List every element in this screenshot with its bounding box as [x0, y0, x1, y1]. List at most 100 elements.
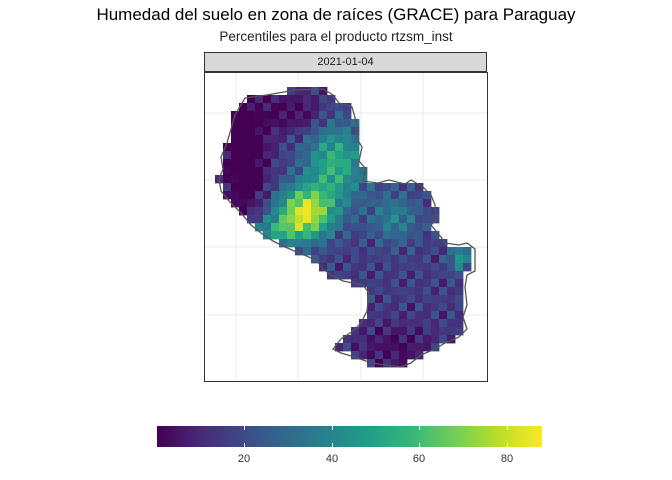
raster-cell: [367, 239, 376, 248]
raster-cell: [367, 335, 376, 344]
raster-cell: [399, 231, 408, 240]
raster-cell: [231, 175, 240, 184]
raster-cell: [303, 111, 312, 120]
raster-cell: [287, 191, 296, 200]
raster-cell: [319, 231, 328, 240]
raster-cell: [335, 119, 344, 128]
raster-cell: [383, 351, 392, 360]
map-subtitle: Percentiles para el producto rtzsm_inst: [219, 29, 453, 44]
raster-cell: [271, 103, 280, 112]
raster-cell: [439, 311, 448, 320]
raster-cell: [399, 279, 408, 288]
raster-cell: [375, 255, 384, 264]
raster-cell: [415, 271, 424, 280]
raster-cell: [367, 295, 376, 304]
raster-cell: [367, 191, 376, 200]
raster-cell: [319, 135, 328, 144]
raster-cell: [303, 143, 312, 152]
colorbar-tick-80: [507, 426, 508, 430]
raster-cell: [335, 239, 344, 248]
raster-cell: [399, 319, 408, 328]
raster-cell: [455, 327, 464, 336]
raster-cell: [247, 215, 256, 224]
raster-cell: [263, 111, 272, 120]
raster-cell: [375, 343, 384, 352]
raster-cell: [343, 159, 352, 168]
colorbar-tick-60-bottom: [419, 443, 420, 447]
raster-cell: [287, 207, 296, 216]
raster-cell: [423, 239, 432, 248]
raster-cell: [351, 223, 360, 232]
raster-cell: [367, 271, 376, 280]
raster-cell: [455, 279, 464, 288]
raster-cell: [407, 295, 416, 304]
raster-cell: [439, 255, 448, 264]
raster-cell: [423, 263, 432, 272]
colorbar-tick-40-bottom: [332, 443, 333, 447]
raster-cell: [287, 95, 296, 104]
raster-cell: [343, 255, 352, 264]
raster-cell: [415, 239, 424, 248]
raster-cell: [359, 343, 368, 352]
raster-cell: [423, 327, 432, 336]
raster-cell: [335, 231, 344, 240]
raster-cell: [447, 255, 456, 264]
raster-cell: [391, 239, 400, 248]
raster-cell: [455, 255, 464, 264]
raster-cell: [327, 247, 336, 256]
percentile-raster: [215, 87, 472, 368]
raster-cell: [279, 231, 288, 240]
raster-cell: [399, 351, 408, 360]
raster-cell: [247, 191, 256, 200]
raster-cell: [279, 183, 288, 192]
raster-cell: [343, 215, 352, 224]
raster-cell: [367, 327, 376, 336]
raster-cell: [287, 223, 296, 232]
raster-cell: [255, 143, 264, 152]
raster-cell: [359, 223, 368, 232]
raster-cell: [407, 287, 416, 296]
raster-cell: [319, 87, 328, 96]
raster-cell: [439, 295, 448, 304]
raster-cell: [303, 207, 312, 216]
raster-cell: [311, 135, 320, 144]
raster-cell: [239, 175, 248, 184]
colorbar-tick-20: [244, 426, 245, 430]
raster-cell: [399, 191, 408, 200]
raster-cell: [311, 103, 320, 112]
raster-cell: [327, 143, 336, 152]
raster-cell: [407, 255, 416, 264]
raster-cell: [407, 215, 416, 224]
raster-cell: [231, 151, 240, 160]
raster-cell: [367, 223, 376, 232]
raster-cell: [295, 247, 304, 256]
raster-cell: [311, 111, 320, 120]
raster-cell: [327, 119, 336, 128]
raster-cell: [359, 199, 368, 208]
raster-cell: [447, 311, 456, 320]
raster-cell: [383, 207, 392, 216]
raster-cell: [319, 151, 328, 160]
raster-cell: [279, 215, 288, 224]
raster-cell: [311, 191, 320, 200]
raster-cell: [367, 215, 376, 224]
raster-cell: [367, 263, 376, 272]
raster-cell: [335, 151, 344, 160]
raster-cell: [319, 263, 328, 272]
raster-cell: [231, 143, 240, 152]
raster-cell: [431, 239, 440, 248]
raster-cell: [407, 263, 416, 272]
raster-cell: [407, 207, 416, 216]
raster-cell: [351, 199, 360, 208]
raster-cell: [271, 199, 280, 208]
raster-cell: [303, 247, 312, 256]
raster-cell: [327, 263, 336, 272]
raster-cell: [399, 239, 408, 248]
raster-cell: [351, 231, 360, 240]
raster-cell: [431, 295, 440, 304]
raster-cell: [287, 119, 296, 128]
raster-cell: [415, 231, 424, 240]
raster-cell: [239, 151, 248, 160]
raster-cell: [407, 319, 416, 328]
raster-cell: [423, 191, 432, 200]
